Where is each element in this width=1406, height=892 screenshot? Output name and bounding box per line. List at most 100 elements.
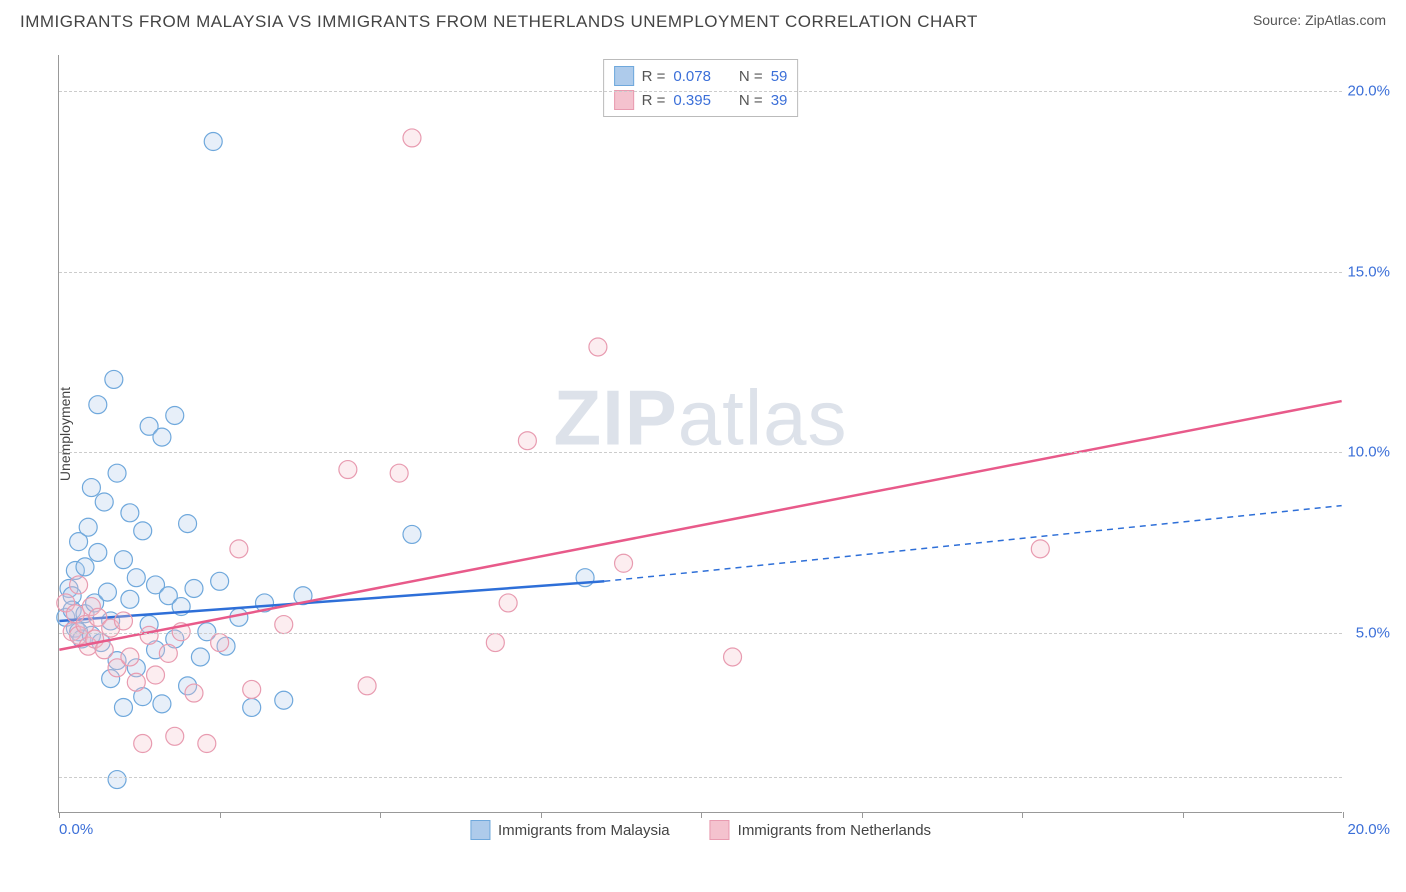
source-attribution: Source: ZipAtlas.com [1253,12,1386,28]
r-value-netherlands: 0.395 [673,92,711,109]
chart-container: Unemployment ZIPatlas R = 0.078 N = 59 R… [50,55,1390,813]
data-point [358,677,376,695]
x-tick [1183,812,1184,818]
plot-area: ZIPatlas R = 0.078 N = 59 R = 0.395 N = … [58,55,1342,813]
data-point [147,666,165,684]
data-point [403,129,421,147]
r-label: R = [642,68,666,85]
x-tick-label: 20.0% [1347,821,1390,838]
series-legend: Immigrants from Malaysia Immigrants from… [470,820,931,840]
data-point [114,612,132,630]
correlation-legend: R = 0.078 N = 59 R = 0.395 N = 39 [603,59,799,117]
data-point [185,684,203,702]
data-point [121,648,139,666]
y-tick-label: 15.0% [1347,263,1390,280]
data-point [275,616,293,634]
legend-item-malaysia: Immigrants from Malaysia [470,820,670,840]
data-point [204,133,222,151]
data-point [243,680,261,698]
x-tick [862,812,863,818]
n-value-netherlands: 39 [771,92,788,109]
data-point [95,493,113,511]
data-point [166,727,184,745]
x-tick [380,812,381,818]
gridline [59,452,1342,453]
data-point [211,634,229,652]
data-point [275,691,293,709]
x-tick [701,812,702,818]
scatter-svg [59,55,1342,812]
data-point [179,515,197,533]
data-point [499,594,517,612]
swatch-malaysia [614,66,634,86]
data-point [121,590,139,608]
legend-row-malaysia: R = 0.078 N = 59 [614,64,788,88]
n-label: N = [739,92,763,109]
data-point [153,428,171,446]
gridline [59,272,1342,273]
data-point [114,698,132,716]
legend-label-malaysia: Immigrants from Malaysia [498,822,670,839]
data-point [140,626,158,644]
x-tick [1022,812,1023,818]
data-point [82,479,100,497]
x-tick [59,812,60,818]
data-point [403,525,421,543]
data-point [243,698,261,716]
n-label: N = [739,68,763,85]
chart-title: IMMIGRANTS FROM MALAYSIA VS IMMIGRANTS F… [20,12,978,32]
data-point [98,583,116,601]
data-point [89,396,107,414]
data-point [134,522,152,540]
r-label: R = [642,92,666,109]
data-point [486,634,504,652]
data-point [105,370,123,388]
data-point [153,695,171,713]
data-point [79,518,97,536]
x-tick-label: 0.0% [59,821,93,838]
data-point [127,569,145,587]
gridline [59,777,1342,778]
n-value-malaysia: 59 [771,68,788,85]
data-point [89,543,107,561]
data-point [390,464,408,482]
data-point [339,461,357,479]
trend-line [59,581,604,621]
y-tick-label: 20.0% [1347,83,1390,100]
gridline [59,91,1342,92]
swatch-malaysia [470,820,490,840]
data-point [134,735,152,753]
data-point [589,338,607,356]
data-point [615,554,633,572]
data-point [70,576,88,594]
trend-line-extension [604,506,1341,582]
data-point [159,644,177,662]
legend-label-netherlands: Immigrants from Netherlands [738,822,931,839]
data-point [166,406,184,424]
data-point [518,432,536,450]
data-point [108,771,126,789]
data-point [185,580,203,598]
data-point [114,551,132,569]
legend-item-netherlands: Immigrants from Netherlands [710,820,931,840]
x-tick [541,812,542,818]
y-tick-label: 5.0% [1356,624,1390,641]
y-tick-label: 10.0% [1347,444,1390,461]
gridline [59,633,1342,634]
data-point [108,464,126,482]
data-point [230,540,248,558]
data-point [198,735,216,753]
data-point [121,504,139,522]
data-point [191,648,209,666]
data-point [1031,540,1049,558]
data-point [724,648,742,666]
r-value-malaysia: 0.078 [673,68,711,85]
data-point [211,572,229,590]
data-point [127,673,145,691]
trend-line [59,401,1341,650]
swatch-netherlands [710,820,730,840]
x-tick [1343,812,1344,818]
swatch-netherlands [614,90,634,110]
x-tick [220,812,221,818]
data-point [76,558,94,576]
